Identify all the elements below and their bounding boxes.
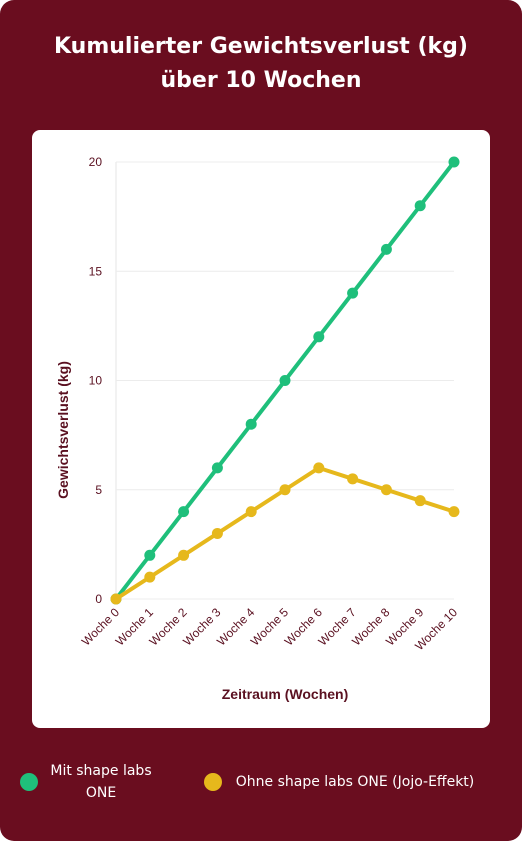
legend-item[interactable]: Ohne shape labs ONE (Jojo-Effekt)	[204, 760, 504, 804]
data-point	[414, 495, 426, 507]
legend-label: Mit shape labs ONE	[50, 763, 152, 801]
x-axis-title: Zeitraum (Wochen)	[222, 686, 349, 702]
y-tick-label: 15	[89, 264, 103, 278]
y-tick-label: 20	[89, 155, 103, 169]
data-point	[347, 287, 359, 299]
data-point	[414, 200, 426, 212]
y-axis-title: Gewichtsverlust (kg)	[55, 361, 71, 499]
data-point	[144, 549, 156, 561]
data-point	[144, 571, 156, 583]
data-point	[448, 506, 460, 518]
y-tick-label: 5	[95, 483, 102, 497]
data-point	[178, 506, 190, 518]
data-point	[245, 506, 257, 518]
data-point	[279, 375, 291, 386]
data-point	[245, 418, 257, 430]
y-tick-label: 0	[95, 592, 102, 606]
data-point	[110, 593, 122, 605]
chart: Gewichtsverlust (kg) Zeitraum (Wochen) 0…	[55, 155, 460, 702]
data-point	[313, 462, 325, 474]
chart-title: Kumulierter Gewichtsverlust (kg) über 10…	[54, 34, 468, 93]
data-point	[211, 527, 223, 539]
legend-label: Ohne shape labs ONE (Jojo-Effekt)	[235, 774, 475, 790]
legend-swatch	[20, 773, 38, 791]
data-point	[211, 462, 223, 474]
data-point	[279, 484, 291, 496]
data-point	[380, 243, 392, 255]
data-point	[347, 473, 359, 485]
legend: Mit shape labs ONE Ohne shape labs ONE (J…	[20, 760, 510, 804]
data-point	[448, 156, 460, 168]
chart-panel: Gewichtsverlust (kg) Zeitraum (Wochen) 0…	[32, 130, 490, 728]
y-tick-label: 10	[89, 374, 103, 388]
legend-item[interactable]: Mit shape labs ONE	[20, 760, 170, 804]
data-point	[313, 331, 325, 343]
data-point	[178, 549, 190, 561]
data-point	[380, 484, 392, 496]
legend-swatch	[204, 773, 222, 791]
